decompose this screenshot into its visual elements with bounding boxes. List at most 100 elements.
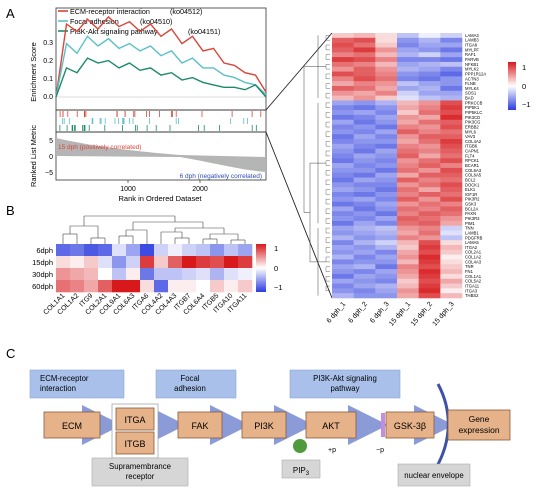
heatmap-cell (440, 211, 463, 217)
node-fak-label: FAK (191, 421, 208, 431)
heatmap-cell (154, 280, 169, 293)
heatmap-cell (418, 57, 441, 63)
heatmap-cell (375, 288, 398, 294)
heatmap-cell (440, 119, 463, 125)
heatmap-cell (397, 61, 419, 68)
heatmap-cell (353, 235, 376, 241)
connector-line (265, 131, 333, 299)
heatmap-cell (418, 33, 441, 39)
heatmap-cell (440, 230, 463, 236)
node-gene (447, 409, 511, 441)
heatmap-cell (440, 105, 463, 111)
gene-label: MYLK2 (465, 67, 479, 72)
gene-labels: LAMA3LAMB3ITGA8MYLPFRAF1PARVBNFKB1MYLK2P… (465, 33, 486, 298)
heatmap-cell (332, 124, 354, 130)
gsea-plot: ECM-receptor interaction (ko04512) Focal… (29, 7, 267, 203)
heatmap-cell (440, 71, 463, 77)
heatmap-cell (84, 280, 99, 293)
x-tick-label: 2000 (192, 186, 208, 193)
heatmap-cell (418, 240, 441, 246)
gene-label: LAMB3 (465, 38, 479, 43)
gene-label: MYL6 (465, 129, 477, 134)
gene-label: RAF1 (465, 52, 476, 57)
heatmap-cell (418, 293, 441, 299)
heatmap-cell (332, 273, 354, 280)
colorbar-b-tick: 1 (274, 244, 278, 253)
heatmap-cell (397, 163, 419, 169)
heatmap-cell (84, 268, 99, 281)
gene-label: TNR (465, 264, 474, 269)
heatmap-cell (353, 114, 376, 121)
heatmap-cell (375, 119, 398, 125)
heatmap-cell (375, 71, 398, 77)
heatmap-cell (154, 268, 169, 281)
heatmap-cell (397, 192, 419, 198)
legend-name-pi3k: PI3K-Akt signaling pathway (70, 27, 158, 36)
heatmap-cell (397, 86, 419, 92)
gene-label: PDGFRB (465, 235, 483, 240)
heatmap-cell (375, 86, 398, 92)
heatmap-cell (440, 177, 463, 183)
heatmap-cell (98, 256, 113, 269)
heatmap-cell (397, 129, 419, 135)
connector-line (265, 32, 333, 111)
heatmap-cell (332, 182, 354, 188)
colorbar-b (256, 244, 266, 292)
gene-label: BCL2 (465, 177, 476, 182)
gene-label: COL6A3 (465, 168, 482, 173)
heatmap-cell (397, 240, 419, 246)
heatmap-cell (440, 216, 463, 222)
heatmap-cell (375, 37, 398, 43)
heatmap-cell (112, 268, 127, 281)
gene-label: COL1A1 (465, 274, 482, 279)
header-pi3k-text: PI3K-Akt signaling pathway (313, 374, 377, 393)
heatmap-cell (353, 124, 376, 130)
node-gsk-label: GSK-3β (394, 421, 426, 431)
heatmap-cell (375, 172, 398, 178)
heatmap-cell (440, 225, 463, 231)
heatmap-cell (375, 187, 398, 193)
heatmap-cell (418, 110, 441, 116)
heatmap-cell (418, 254, 441, 260)
heatmap-cell (332, 163, 354, 169)
gene-label: PIM1 (465, 221, 475, 226)
heatmap-cell (375, 192, 398, 198)
gene-label: LAMB1 (465, 230, 479, 235)
heatmap-cell (418, 134, 441, 140)
colorbar-b-tick: −1 (274, 283, 283, 292)
heatmap-cell (168, 268, 183, 281)
heatmap-cell (375, 33, 398, 39)
heatmap-cell (440, 201, 463, 207)
heatmap-cell (353, 259, 376, 265)
heatmap-cell (353, 273, 376, 280)
heatmap-cell (418, 235, 441, 241)
heatmap-cell (375, 47, 398, 53)
heatmap-cell (397, 288, 419, 294)
heatmap-cell (56, 268, 71, 281)
heatmap-b-column-labels: COL1A1COL1A2ITG9COL2A1COL9A1COL6A3ITGA6C… (42, 292, 248, 316)
heatmap-cell (440, 273, 463, 280)
heatmap-cell (353, 47, 376, 53)
heatmap-cell (353, 201, 376, 207)
heatmap-cell (397, 254, 419, 260)
es-tick-label: 0.2 (43, 58, 53, 65)
heatmap-cell (418, 71, 441, 77)
heatmap-cell (353, 240, 376, 246)
heatmap-cell (418, 196, 441, 202)
heatmap-cell (353, 269, 376, 275)
heatmap-cell (140, 268, 155, 281)
node-itgb-label: ITGB (124, 439, 145, 449)
gene-label: GSK3 (465, 202, 477, 207)
heatmap-cell (353, 86, 376, 92)
heatmap-cell (353, 278, 376, 284)
colorbar-b-tick: 0 (274, 264, 278, 273)
heatmap-cell (397, 134, 419, 140)
heatmap-cell (375, 269, 398, 275)
heatmap-cell (397, 114, 419, 121)
sample-label: 6 dph_3 (369, 301, 391, 325)
heatmap-cell (196, 280, 211, 293)
heatmap-cell (418, 139, 441, 145)
heatmap-cell (140, 280, 155, 293)
heatmap-cell (375, 211, 398, 217)
heatmap-cell (332, 177, 354, 183)
